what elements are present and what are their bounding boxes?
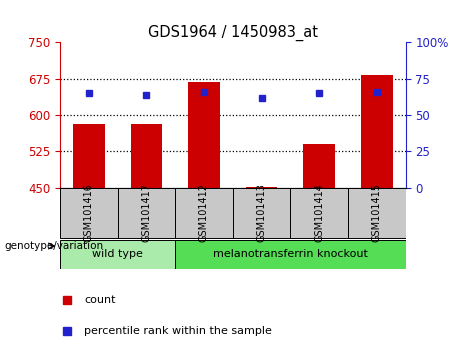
Text: count: count (84, 295, 116, 305)
Text: GSM101416: GSM101416 (84, 183, 94, 242)
Bar (73, 124, 105, 188)
Text: GSM101414: GSM101414 (314, 183, 324, 242)
Title: GDS1964 / 1450983_at: GDS1964 / 1450983_at (148, 25, 318, 41)
Text: GSM101417: GSM101417 (142, 183, 151, 242)
Text: GSM101412: GSM101412 (199, 183, 209, 242)
Bar (348, 188, 406, 238)
Bar (188, 82, 220, 188)
Text: percentile rank within the sample: percentile rank within the sample (84, 326, 272, 336)
Text: GSM101413: GSM101413 (257, 183, 266, 242)
Bar (118, 188, 175, 238)
Bar (60, 188, 118, 238)
Bar (233, 188, 290, 238)
Bar (130, 124, 162, 188)
Bar (303, 144, 335, 188)
Text: genotype/variation: genotype/variation (5, 241, 104, 251)
Bar (175, 188, 233, 238)
Bar (361, 75, 393, 188)
Bar (175, 240, 406, 269)
Bar (246, 187, 278, 188)
Bar (290, 188, 348, 238)
Text: wild type: wild type (92, 249, 143, 259)
Text: melanotransferrin knockout: melanotransferrin knockout (213, 249, 368, 259)
Bar (60, 240, 175, 269)
Text: GSM101415: GSM101415 (372, 183, 382, 242)
